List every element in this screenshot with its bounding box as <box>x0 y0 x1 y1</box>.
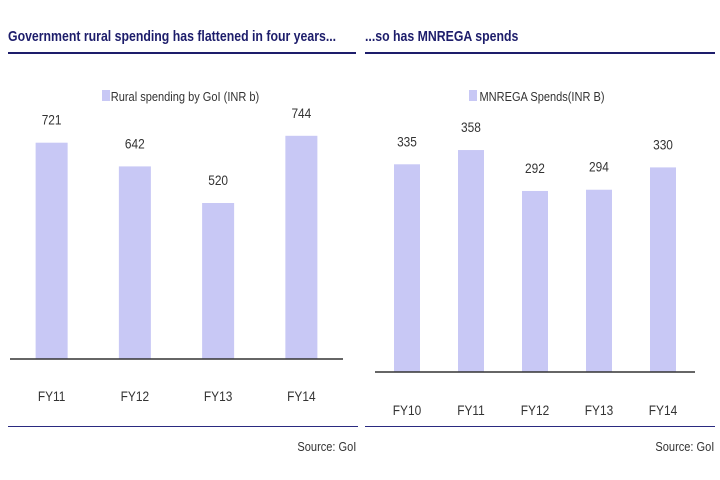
right-bar-FY12 <box>522 190 548 372</box>
right-bar-FY11 <box>458 150 484 372</box>
left-x-tick-FY12: FY12 <box>121 388 149 404</box>
right-x-tick-FY13: FY13 <box>585 402 613 418</box>
right-bar-FY14 <box>650 167 676 372</box>
left-x-tick-FY14: FY14 <box>287 388 315 404</box>
right-x-tick-FY14: FY14 <box>649 402 677 418</box>
left-x-tick-FY11: FY11 <box>38 388 66 404</box>
right-title-underline <box>365 52 715 54</box>
right-x-tick-FY11: FY11 <box>457 402 485 418</box>
right-bottom-rule <box>365 426 715 427</box>
left-chart-title: Government rural spending has flattened … <box>8 28 337 45</box>
right-data-label-FY13: 294 <box>589 159 609 175</box>
right-chart-title: ...so has MNREGA spends <box>365 28 519 45</box>
left-legend-label: Rural spending by GoI (INR b) <box>111 89 259 104</box>
right-data-label-FY12: 292 <box>525 160 545 176</box>
left-legend-swatch <box>102 90 110 101</box>
left-data-label-FY13: 520 <box>208 172 228 188</box>
left-source-note: Source: GoI <box>297 439 356 454</box>
right-data-label-FY10: 335 <box>397 133 417 149</box>
left-x-tick-FY13: FY13 <box>204 388 232 404</box>
right-bar-FY10 <box>394 164 420 372</box>
right-legend-label: MNREGA Spends(INR B) <box>479 89 604 104</box>
right-legend-swatch <box>469 90 477 101</box>
left-data-label-FY14: 744 <box>291 105 311 121</box>
right-x-tick-FY10: FY10 <box>393 402 421 418</box>
left-data-label-FY12: 642 <box>125 135 145 151</box>
right-source-note: Source: GoI <box>655 439 714 454</box>
left-data-label-FY11: 721 <box>42 112 62 128</box>
right-data-label-FY11: 358 <box>461 119 481 135</box>
left-bar-FY12 <box>118 166 151 359</box>
left-bar-FY13 <box>202 203 235 359</box>
left-bottom-rule <box>8 426 358 427</box>
right-bar-FY13 <box>586 189 612 372</box>
left-title-underline <box>8 52 356 54</box>
left-bar-FY14 <box>285 135 318 359</box>
right-data-label-FY14: 330 <box>653 136 673 152</box>
left-bar-FY11 <box>35 142 68 359</box>
right-x-tick-FY12: FY12 <box>521 402 549 418</box>
